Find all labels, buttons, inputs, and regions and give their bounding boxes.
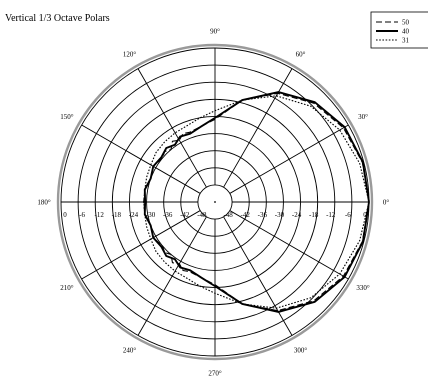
angle-label-10: 300° xyxy=(294,347,308,355)
series-group xyxy=(143,91,370,313)
grid-spoke-7 xyxy=(81,210,201,280)
angle-label-6: 180° xyxy=(37,199,51,207)
angle-label-1: 30° xyxy=(358,113,368,121)
db-label-left-3: -18 xyxy=(112,211,122,219)
series-31-line xyxy=(143,95,370,309)
angle-label-5: 150° xyxy=(60,113,74,121)
db-label-left-7: -42 xyxy=(180,211,190,219)
angle-label-3: 90° xyxy=(210,28,220,36)
grid-spoke-4 xyxy=(137,68,207,188)
db-label-right-4: -24 xyxy=(292,211,302,219)
chart-title: Vertical 1/3 Octave Polars xyxy=(5,13,110,24)
db-label-right-8: -48 xyxy=(223,211,233,219)
db-label-right-2: -12 xyxy=(326,211,336,219)
grid-spoke-2 xyxy=(223,68,293,188)
db-label-left-2: -12 xyxy=(95,211,105,219)
legend-label-31: 31 xyxy=(402,37,410,45)
db-label-left-0: 0 xyxy=(63,211,67,219)
angle-labels: 0° 30° 60° 90° 120° 150° 180° 210° 240° 270° 300° 3… xyxy=(37,28,389,378)
outer-ring xyxy=(56,43,374,361)
db-label-left-6: -36 xyxy=(163,211,173,219)
angle-label-4: 120° xyxy=(123,50,137,58)
db-label-left-8: -48 xyxy=(197,211,207,219)
angle-label-0: 0° xyxy=(383,199,390,207)
angle-label-9: 270° xyxy=(208,370,222,378)
db-label-right-1: -6 xyxy=(345,211,351,219)
grid-spoke-11 xyxy=(229,210,349,280)
db-label-right-6: -36 xyxy=(258,211,268,219)
series-40-line xyxy=(143,91,370,313)
db-label-right-5: -30 xyxy=(275,211,285,219)
db-label-left-1: -6 xyxy=(79,211,85,219)
radial-tick-labels: 00 -6-6 -12-12 -18-18 -24-24 -30-30 -36-36 -42-… xyxy=(63,211,367,219)
angle-label-7: 210° xyxy=(60,284,74,292)
grid-spoke-1 xyxy=(229,124,349,194)
db-label-right-0: 0 xyxy=(363,211,367,219)
legend-label-50: 50 xyxy=(402,19,410,27)
db-label-right-3: -18 xyxy=(309,211,319,219)
legend-label-40: 40 xyxy=(402,28,410,36)
angle-label-11: 330° xyxy=(356,284,370,292)
grid-spoke-5 xyxy=(81,124,201,194)
grid-spoke-10 xyxy=(223,216,293,336)
angle-label-2: 60° xyxy=(296,50,306,58)
db-label-left-5: -30 xyxy=(146,211,156,219)
center-dot xyxy=(214,201,216,203)
legend-box xyxy=(370,11,428,49)
grid-spoke-8 xyxy=(137,216,207,336)
angle-label-8: 240° xyxy=(123,347,137,355)
db-label-left-4: -24 xyxy=(129,211,139,219)
db-label-right-7: -42 xyxy=(241,211,251,219)
polar-grid xyxy=(56,43,374,361)
